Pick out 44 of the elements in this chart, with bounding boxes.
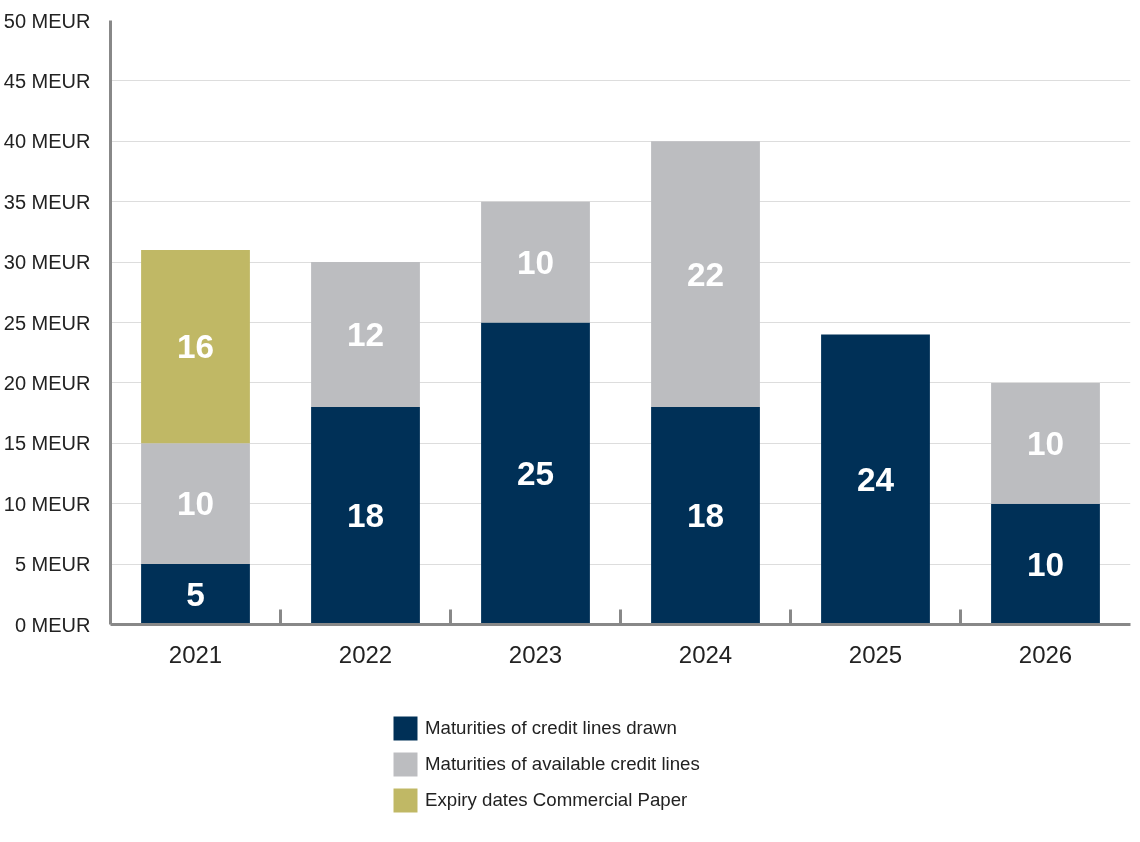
data-label: 10: [516, 243, 555, 281]
data-label: 25: [516, 455, 555, 492]
y-tick-label: 10 MEUR: [3, 492, 91, 515]
data-label: 18: [686, 497, 725, 535]
legend-label: Expiry dates Commercial Paper: [425, 789, 688, 811]
y-tick-label: 30 MEUR: [3, 251, 91, 274]
y-tick-label: 0 MEUR: [14, 613, 91, 636]
x-tick-label: 2024: [678, 640, 733, 668]
bar: [481, 322, 590, 625]
bar: [991, 503, 1100, 625]
y-tick-label: 20 MEUR: [3, 371, 91, 394]
data-label: 22: [686, 255, 725, 293]
bar: [991, 382, 1100, 504]
legend-label: Maturities of available credit lines: [425, 753, 700, 775]
data-label: 18: [346, 497, 385, 535]
data-label: 12: [346, 316, 385, 354]
bar: [311, 262, 420, 408]
data-label: 10: [1026, 424, 1065, 462]
x-tick-label: 2025: [848, 640, 903, 668]
data-label: 5: [186, 575, 205, 613]
data-label: 24: [856, 461, 895, 499]
y-tick-label: 35 MEUR: [3, 190, 91, 213]
y-tick-label: 5 MEUR: [14, 553, 91, 576]
x-tick-label: 2023: [508, 640, 563, 668]
y-tick-label: 50 MEUR: [3, 9, 91, 32]
bar: [141, 250, 250, 444]
data-label: 16: [176, 328, 215, 366]
bar: [481, 201, 590, 323]
bar: [651, 141, 760, 408]
y-tick-label: 15 MEUR: [3, 432, 91, 455]
x-tick-label: 2026: [1018, 640, 1073, 668]
bar: [651, 407, 760, 625]
y-tick-label: 25 MEUR: [3, 311, 91, 334]
legend-label: Maturities of credit lines drawn: [425, 717, 677, 739]
bar: [311, 407, 420, 625]
y-tick-label: 40 MEUR: [3, 130, 91, 153]
y-tick-label: 45 MEUR: [3, 69, 91, 92]
data-label: 10: [176, 485, 215, 523]
x-tick-label: 2022: [338, 640, 393, 668]
bar: [141, 564, 250, 625]
bar: [141, 443, 250, 565]
x-tick-label: 2021: [168, 640, 223, 668]
data-label: 10: [1026, 545, 1065, 583]
bar: [821, 334, 930, 625]
